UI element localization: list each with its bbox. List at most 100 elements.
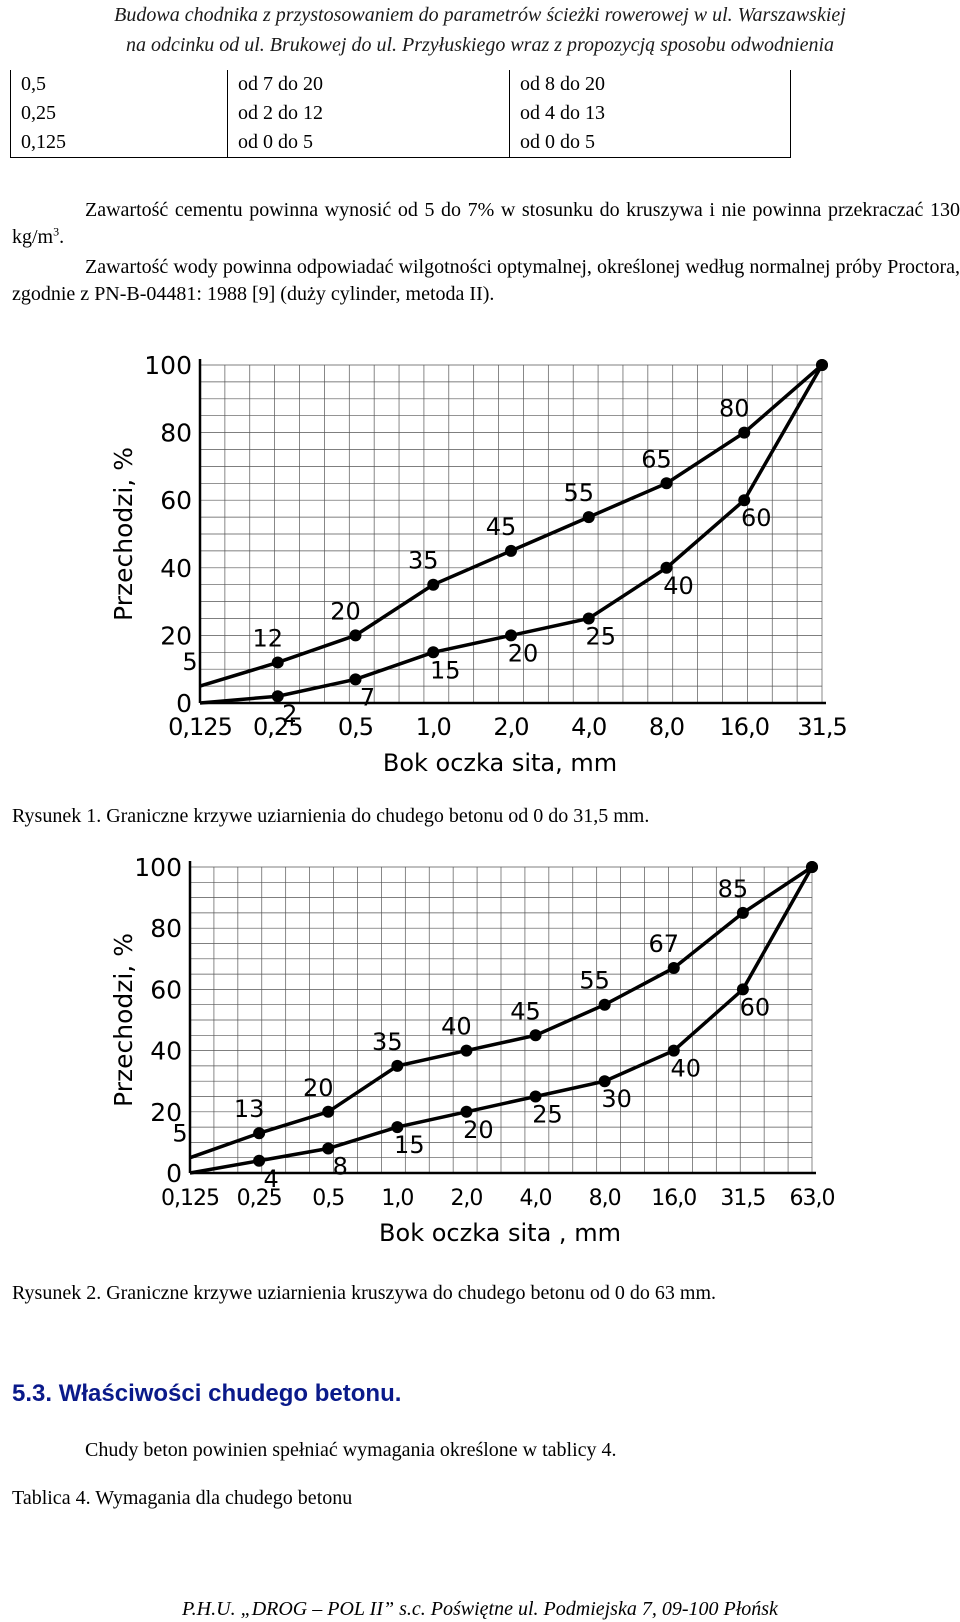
data-point <box>391 1121 404 1134</box>
chart-grid <box>199 364 823 704</box>
data-label: 67 <box>649 930 680 958</box>
table-cell: od 7 do 20 <box>227 70 510 99</box>
cement-paragraph: Zawartość cementu powinna wynosić od 5 d… <box>12 197 960 251</box>
x-tick-label: 31,5 <box>720 1186 765 1211</box>
x-tick-label: 0,5 <box>312 1186 344 1211</box>
y-tick-label: 40 <box>150 1037 182 1066</box>
data-point <box>582 612 595 625</box>
data-label: 12 <box>252 624 283 652</box>
y-tick-label: 0 <box>166 1159 182 1188</box>
data-point <box>667 1044 680 1057</box>
x-tick-label: 2,0 <box>493 713 528 741</box>
table-cell: 0,5 <box>10 70 228 99</box>
table-cell: od 0 do 5 <box>227 128 510 158</box>
x-axis-title: Bok oczka sita , mm <box>379 1219 621 1247</box>
data-label: 20 <box>508 639 539 667</box>
x-tick-label: 8,0 <box>589 1186 621 1211</box>
water-paragraph: Zawartość wody powinna odpowiadać wilgot… <box>12 256 960 305</box>
x-tick-label: 16,0 <box>651 1186 696 1211</box>
data-point <box>271 656 284 669</box>
x-tick-label: 63,0 <box>790 1186 835 1211</box>
grading-chart-2: 0 20 40 60 80 100 0,125 0,25 0,5 1,0 2,0 4,0 8,0 16,0… <box>110 855 835 1247</box>
data-point <box>427 646 440 659</box>
data-point <box>660 561 673 574</box>
data-point <box>505 629 517 642</box>
data-point <box>582 511 595 524</box>
x-tick-label: 31,5 <box>797 713 846 741</box>
x-tick-label: 1,0 <box>381 1186 413 1211</box>
data-label: 25 <box>585 623 616 651</box>
y-tick-label: 100 <box>144 351 192 380</box>
data-point <box>598 1075 611 1088</box>
data-point <box>391 1059 404 1072</box>
series-line <box>189 866 814 1175</box>
data-point <box>349 629 362 642</box>
data-point <box>460 1105 473 1118</box>
x-tick-label: 1,0 <box>416 713 451 741</box>
data-label: 65 <box>641 445 672 473</box>
cement-period: . <box>59 226 65 248</box>
x-tick-label: 2,0 <box>450 1186 482 1211</box>
data-label: 20 <box>303 1074 334 1102</box>
data-label: 2 <box>282 700 297 728</box>
table-cell: od 2 do 12 <box>227 99 510 128</box>
data-point <box>816 359 828 371</box>
y-tick-label: 40 <box>160 554 192 583</box>
data-point <box>253 1127 266 1140</box>
data-point <box>667 961 680 974</box>
data-label: 13 <box>234 1095 265 1123</box>
section-heading: 5.3. Właściwości chudego betonu. <box>12 1380 402 1407</box>
data-label: 7 <box>360 683 375 711</box>
x-tick-label: 8,0 <box>649 713 684 741</box>
table-row: 0,125 od 0 do 5 od 0 do 5 <box>10 128 791 158</box>
data-label: 60 <box>740 993 771 1021</box>
data-point <box>349 673 362 686</box>
data-label: 85 <box>718 875 749 903</box>
data-label: 55 <box>563 479 594 507</box>
data-label: 40 <box>663 572 694 600</box>
data-label: 40 <box>441 1013 472 1041</box>
data-label: 60 <box>741 504 772 532</box>
cement-superscript: 3 <box>53 224 60 239</box>
y-tick-label: 60 <box>160 486 192 515</box>
grading-chart-1: 0 20 40 60 80 100 0,125 0,25 0,5 1,0 2,0 4,0 8,0 16,0… <box>110 351 848 777</box>
x-tick-label: 0,125 <box>168 713 232 741</box>
data-point <box>806 861 818 873</box>
page-footer: P.H.U. „DROG – POL II” s.c. Poświętne ul… <box>182 1598 778 1620</box>
x-tick-label: 0,25 <box>237 1186 282 1211</box>
data-label: 45 <box>510 997 541 1025</box>
data-label: 20 <box>330 597 361 625</box>
y-tick-label: 20 <box>150 1098 182 1127</box>
data-point <box>738 494 751 507</box>
table-row: 0,25 od 2 do 12 od 4 do 13 <box>10 99 791 128</box>
data-point <box>598 998 611 1011</box>
data-point <box>736 906 749 919</box>
x-tick-label: 0,5 <box>338 713 373 741</box>
x-axis-title: Bok oczka sita, mm <box>383 749 617 777</box>
data-point <box>322 1105 335 1118</box>
data-point <box>253 1154 266 1167</box>
data-point <box>460 1044 473 1057</box>
table-cell: 0,125 <box>10 128 228 158</box>
table-cell: od 0 do 5 <box>509 128 791 158</box>
y-tick-label: 60 <box>150 975 182 1004</box>
x-tick-label: 0,25 <box>253 713 302 741</box>
data-label: 5 <box>172 1120 187 1148</box>
cement-text: Zawartość cementu powinna wynosić od 5 d… <box>12 199 960 248</box>
table-row: 0,5 od 7 do 20 od 8 do 20 <box>10 70 791 99</box>
y-tick-label: 80 <box>160 419 192 448</box>
figure-1-caption: Rysunek 1. Graniczne krzywe uziarnienia … <box>12 805 650 827</box>
x-tick-label: 4,0 <box>520 1186 552 1211</box>
data-point <box>427 578 440 591</box>
data-label: 15 <box>394 1131 425 1159</box>
data-label: 35 <box>408 547 439 575</box>
x-tick-label: 0,125 <box>161 1186 219 1211</box>
data-label: 5 <box>182 648 197 676</box>
data-label: 55 <box>579 967 610 995</box>
figure-2-caption: Rysunek 2. Graniczne krzywe uziarnienia … <box>12 1282 717 1304</box>
table-4-title: Tablica 4. Wymagania dla chudego betonu <box>12 1487 353 1509</box>
y-tick-label: 100 <box>134 855 182 882</box>
data-label: 15 <box>430 656 461 684</box>
data-label: 40 <box>671 1055 702 1083</box>
data-point <box>660 477 673 490</box>
